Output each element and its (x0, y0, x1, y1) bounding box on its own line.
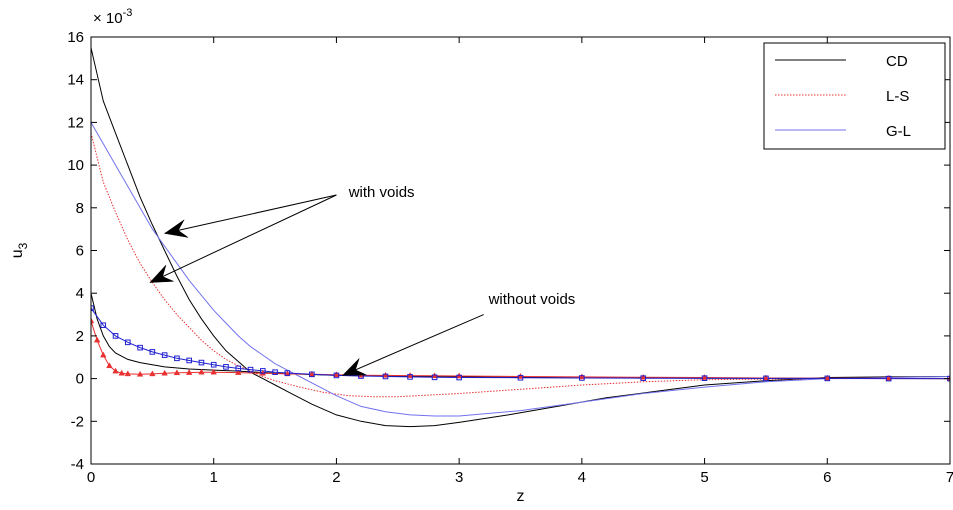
legend-label-g-l: G-L (886, 123, 911, 140)
data-point-gl-without-voids (223, 364, 229, 370)
data-point-ls-without-voids (100, 351, 107, 358)
data-point-gl-without-voids (309, 371, 315, 378)
data-point-gl-without-voids (431, 374, 438, 381)
x-tick-label: 4 (578, 469, 586, 486)
data-point-ls-without-voids (161, 369, 168, 376)
y-tick-label: 8 (76, 200, 84, 217)
legend-label-l-s: L-S (886, 88, 909, 105)
data-point-gl-without-voids (210, 361, 217, 368)
data-point-ls-without-voids (118, 369, 125, 376)
data-point-ls-without-voids (106, 362, 113, 369)
annotation-arrow-head (341, 358, 367, 376)
data-point-ls-without-voids (185, 369, 193, 375)
data-point-gl-without-voids (407, 374, 413, 380)
data-markers (91, 305, 950, 382)
data-point-ls-without-voids (885, 374, 892, 381)
data-point-gl-without-voids (186, 357, 192, 364)
data-point-ls-without-voids (517, 372, 524, 379)
data-point-ls-without-voids (824, 374, 831, 381)
data-point-gl-without-voids (763, 375, 769, 382)
axis-exponent: × 10-3 (93, 7, 132, 27)
data-point-ls-without-voids (382, 371, 389, 378)
data-point-ls-without-voids (762, 374, 770, 381)
x-tick-label: 6 (823, 469, 831, 486)
data-point-ls-without-voids (578, 373, 586, 380)
y-tick-label: 0 (76, 371, 84, 388)
data-point-gl-without-voids (579, 375, 585, 381)
data-point-ls-without-voids (149, 370, 156, 377)
x-tick-label: 2 (332, 469, 340, 486)
data-point-ls-without-voids (639, 373, 647, 380)
annotation-arrow-line (342, 314, 484, 376)
data-point-gl-without-voids (112, 333, 119, 339)
data-point-gl-without-voids (235, 365, 242, 372)
x-tick-label: 0 (87, 469, 95, 486)
data-point-ls-without-voids (198, 368, 205, 375)
data-point-ls-without-voids (173, 369, 181, 376)
data-point-gl-without-voids (149, 349, 156, 355)
data-point-gl-without-voids (640, 375, 647, 381)
data-point-ls-without-voids (124, 370, 132, 377)
data-point-gl-without-voids (161, 352, 168, 358)
y-tick-label: -2 (71, 413, 84, 430)
data-point-ls-without-voids (112, 367, 119, 374)
y-tick-label: 4 (76, 285, 84, 302)
data-point-gl-without-voids (198, 359, 205, 366)
data-point-gl-without-voids (272, 369, 278, 375)
y-tick-label: 12 (67, 114, 84, 131)
data-point-gl-without-voids (333, 372, 340, 379)
data-point-gl-without-voids (137, 344, 143, 351)
data-point-ls-without-voids (91, 317, 95, 324)
series-line-cd-with-voids (91, 47, 950, 428)
x-tick-label: 5 (700, 469, 708, 486)
y-tick-label: 10 (67, 157, 84, 174)
data-point-ls-without-voids (210, 368, 217, 375)
annotation-arrow-line (149, 194, 337, 283)
y-tick-label: 16 (67, 29, 84, 46)
x-tick-label: 7 (946, 469, 953, 486)
annotations: with voids without voids (149, 184, 576, 376)
data-point-gl-without-voids (247, 366, 254, 373)
data-point-ls-without-voids (136, 370, 144, 377)
data-point-gl-without-voids (91, 305, 94, 311)
data-point-gl-without-voids (174, 355, 180, 362)
y-tick-label: 2 (76, 328, 84, 345)
data-point-gl-without-voids (100, 322, 107, 329)
data-point-gl-without-voids (824, 375, 831, 382)
annotation-label: with voids (348, 184, 415, 201)
legend-box (763, 42, 946, 150)
legend: CD L-S G-L (763, 42, 946, 150)
data-point-gl-without-voids (885, 375, 892, 382)
x-tick-label: 3 (455, 469, 463, 486)
data-point-ls-without-voids (333, 371, 340, 378)
data-point-ls-without-voids (406, 372, 414, 378)
data-point-gl-without-voids (260, 368, 266, 374)
series-line-g-l-with-voids (91, 122, 950, 417)
y-tick-label: 6 (76, 243, 84, 260)
data-point-gl-without-voids (125, 339, 131, 346)
y-tick-label: 14 (67, 72, 84, 89)
series-line-l-s-with-voids (91, 132, 950, 398)
axes (90, 36, 951, 465)
data-point-ls-without-voids (701, 374, 708, 380)
data-point-gl-without-voids (382, 373, 389, 380)
x-axis-label: z (517, 488, 525, 505)
y-tick-label: -4 (71, 456, 84, 473)
data-point-gl-without-voids (517, 374, 524, 381)
data-point-gl-without-voids (456, 374, 462, 381)
data-point-ls-without-voids (93, 336, 101, 343)
x-tick-label: 1 (210, 469, 218, 486)
annotation-arrow-head (163, 219, 189, 238)
annotation-arrow-line (164, 194, 337, 234)
data-point-ls-without-voids (284, 370, 291, 377)
annotation-arrow-head (149, 264, 174, 283)
legend-label-cd: CD (886, 53, 908, 70)
data-point-gl-without-voids (284, 370, 291, 376)
data-point-ls-without-voids (235, 369, 242, 375)
data-point-gl-without-voids (701, 375, 708, 381)
annotation-label: without voids (488, 291, 576, 308)
y-axis-label: u3 (9, 242, 30, 258)
